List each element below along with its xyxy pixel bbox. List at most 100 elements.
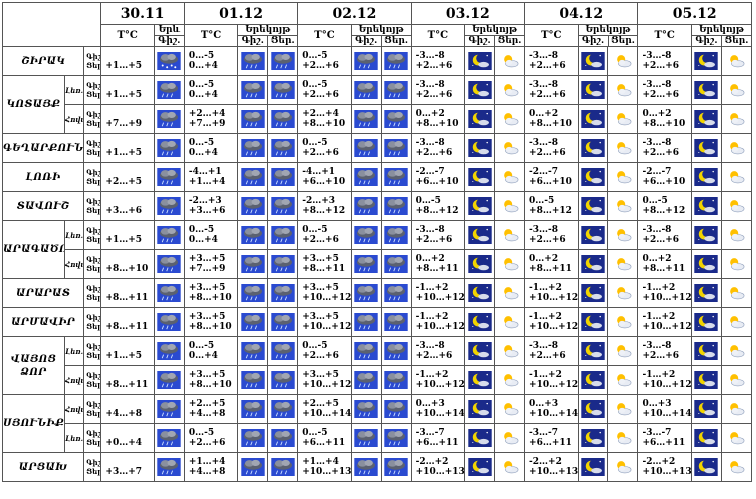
sun-cloud-icon: [609, 255, 637, 273]
subregion-name: Հովտ.: [64, 249, 85, 279]
weather-cell: [577, 46, 609, 76]
weather-cell: [607, 307, 639, 337]
day-temp: +2…+6: [642, 61, 680, 71]
temp-cell: +8…+11: [100, 278, 155, 308]
weather-cell: [494, 133, 526, 163]
night-temp: 0…-5: [302, 80, 328, 90]
weather-cell: [690, 133, 722, 163]
day-temp: +10…+12: [302, 380, 352, 390]
sun-cloud-icon: [609, 110, 637, 128]
region-name: ԱՐԱՐԱՏ: [1, 278, 85, 308]
temp-cell: 0…+2 +8…+10: [410, 104, 466, 134]
weather-cell: [690, 278, 722, 308]
subregion-name: Լեռ.: [64, 220, 85, 250]
night-temp: -2…+2: [642, 457, 676, 467]
rain-cloud-icon: [382, 52, 410, 70]
temp-placeholder: [105, 341, 153, 351]
weather-cell: [494, 249, 526, 279]
evening-header: Երեկոյթ Գիշ. Ցեր.: [350, 24, 412, 47]
night-temp: 0…-5: [188, 80, 215, 90]
sun-cloud-icon: [722, 342, 750, 360]
night-temp: -3…-7: [415, 428, 445, 438]
moon-cloud-icon: [692, 139, 720, 157]
temp-cell: 0…-5 0…+4: [183, 46, 239, 76]
weather-cell: [464, 452, 496, 482]
weather-cell: [690, 365, 722, 395]
moon-cloud-icon: [466, 52, 494, 70]
day-temp: +4…+8: [105, 409, 143, 419]
night-label: Գիշ.: [158, 36, 181, 46]
subregion-name: Լեռ.: [64, 75, 85, 105]
date-label: 01.12: [219, 5, 263, 22]
moon-cloud-icon: [579, 81, 607, 99]
region-row: ՇԻՐԱԿԳիշ.Ցեր.+1…+50…-50…+40…-5+2…+6-3…-8…: [1, 46, 753, 76]
temp-cell: +3…+5 +8…+10: [183, 307, 239, 337]
rain-cloud-icon: [382, 429, 410, 447]
moon-cloud-icon: [692, 400, 720, 418]
weather-cell: [577, 75, 609, 105]
weather-cell: [577, 452, 609, 482]
weather-cell: [690, 191, 722, 221]
evening-label: Երեկոյթ: [352, 26, 411, 36]
weather-cell: [720, 104, 753, 134]
weather-cell: [153, 220, 185, 250]
day-temp: +6…+10: [415, 177, 459, 187]
rain-cloud-icon: [382, 255, 410, 273]
night-temp: +3…+5: [302, 254, 339, 264]
rain-cloud-icon: [239, 400, 267, 418]
temp-cell: +1…+5: [100, 336, 155, 366]
night-temp: 0…-5: [188, 341, 215, 351]
rain-cloud-icon: [155, 255, 183, 273]
weather-cell: [267, 249, 299, 279]
rain-cloud-icon: [155, 429, 183, 447]
weather-cell: [153, 104, 185, 134]
day-temp: +2…+6: [529, 148, 566, 158]
temp-cell: -1…+2 +10…+12: [637, 278, 692, 308]
sun-cloud-icon: [496, 371, 524, 389]
temp-cell: -3…-8 +2…+6: [637, 46, 692, 76]
day-temp: +2…+6: [529, 61, 566, 71]
evening-header: Երև Գիշ.: [153, 24, 185, 47]
rain-cloud-icon: [239, 52, 267, 70]
day-row-label: Ցեր.: [86, 264, 100, 273]
night-temp: -4…+1: [188, 167, 222, 177]
day-temp: +2…+6: [302, 351, 339, 361]
temp-cell: -3…-8 +2…+6: [410, 75, 466, 105]
night-temp: 0…-5: [642, 196, 668, 206]
night-row-label: Գիշ.: [86, 458, 101, 467]
day-temp: +8…+11: [302, 264, 346, 274]
day-temp: 0…+4: [188, 235, 218, 245]
moon-cloud-icon: [579, 313, 607, 331]
sun-cloud-icon: [496, 342, 524, 360]
day-temp: +2…+6: [642, 235, 680, 245]
rain-cloud-icon: [239, 458, 267, 476]
evening-label: Երեկոյթ: [579, 26, 637, 36]
weather-cell: [607, 220, 639, 250]
day-temp: +2…+6: [529, 351, 566, 361]
night-row-label: Գիշ.: [86, 197, 101, 206]
forecast-table: 30.11 01.12 02.12 03.12 04.12 05.12 T°C Երև Գիշ.…: [1, 2, 753, 482]
night-temp: 0…+3: [529, 399, 559, 409]
rain-cloud-icon: [382, 81, 410, 99]
rain-cloud-icon: [269, 342, 297, 360]
weather-cell: [267, 394, 299, 424]
weather-cell: [494, 452, 526, 482]
weather-cell: [720, 278, 753, 308]
temp-cell: -1…+2 +10…+12: [410, 278, 466, 308]
moon-cloud-icon: [579, 458, 607, 476]
temp-cell: -3…-8 +2…+6: [524, 220, 579, 250]
temp-placeholder: [105, 254, 153, 264]
day-label: Ցեր.: [270, 36, 295, 46]
subregion-label: Լեռ.: [65, 433, 84, 443]
weather-cell: [577, 394, 609, 424]
temp-label: T°C: [541, 30, 562, 41]
temp-cell: -1…+2 +10…+12: [410, 365, 466, 395]
night-temp: +3…+5: [188, 254, 226, 264]
day-temp: +8…+10: [642, 119, 686, 129]
evening-label: Երեկոյթ: [692, 26, 751, 36]
day-temp: +1…+4: [188, 177, 226, 187]
weather-cell: [380, 249, 412, 279]
night-temp: 0…-5: [302, 341, 328, 351]
temp-placeholder: [105, 283, 153, 293]
day-temp: +3…+7: [105, 467, 143, 477]
